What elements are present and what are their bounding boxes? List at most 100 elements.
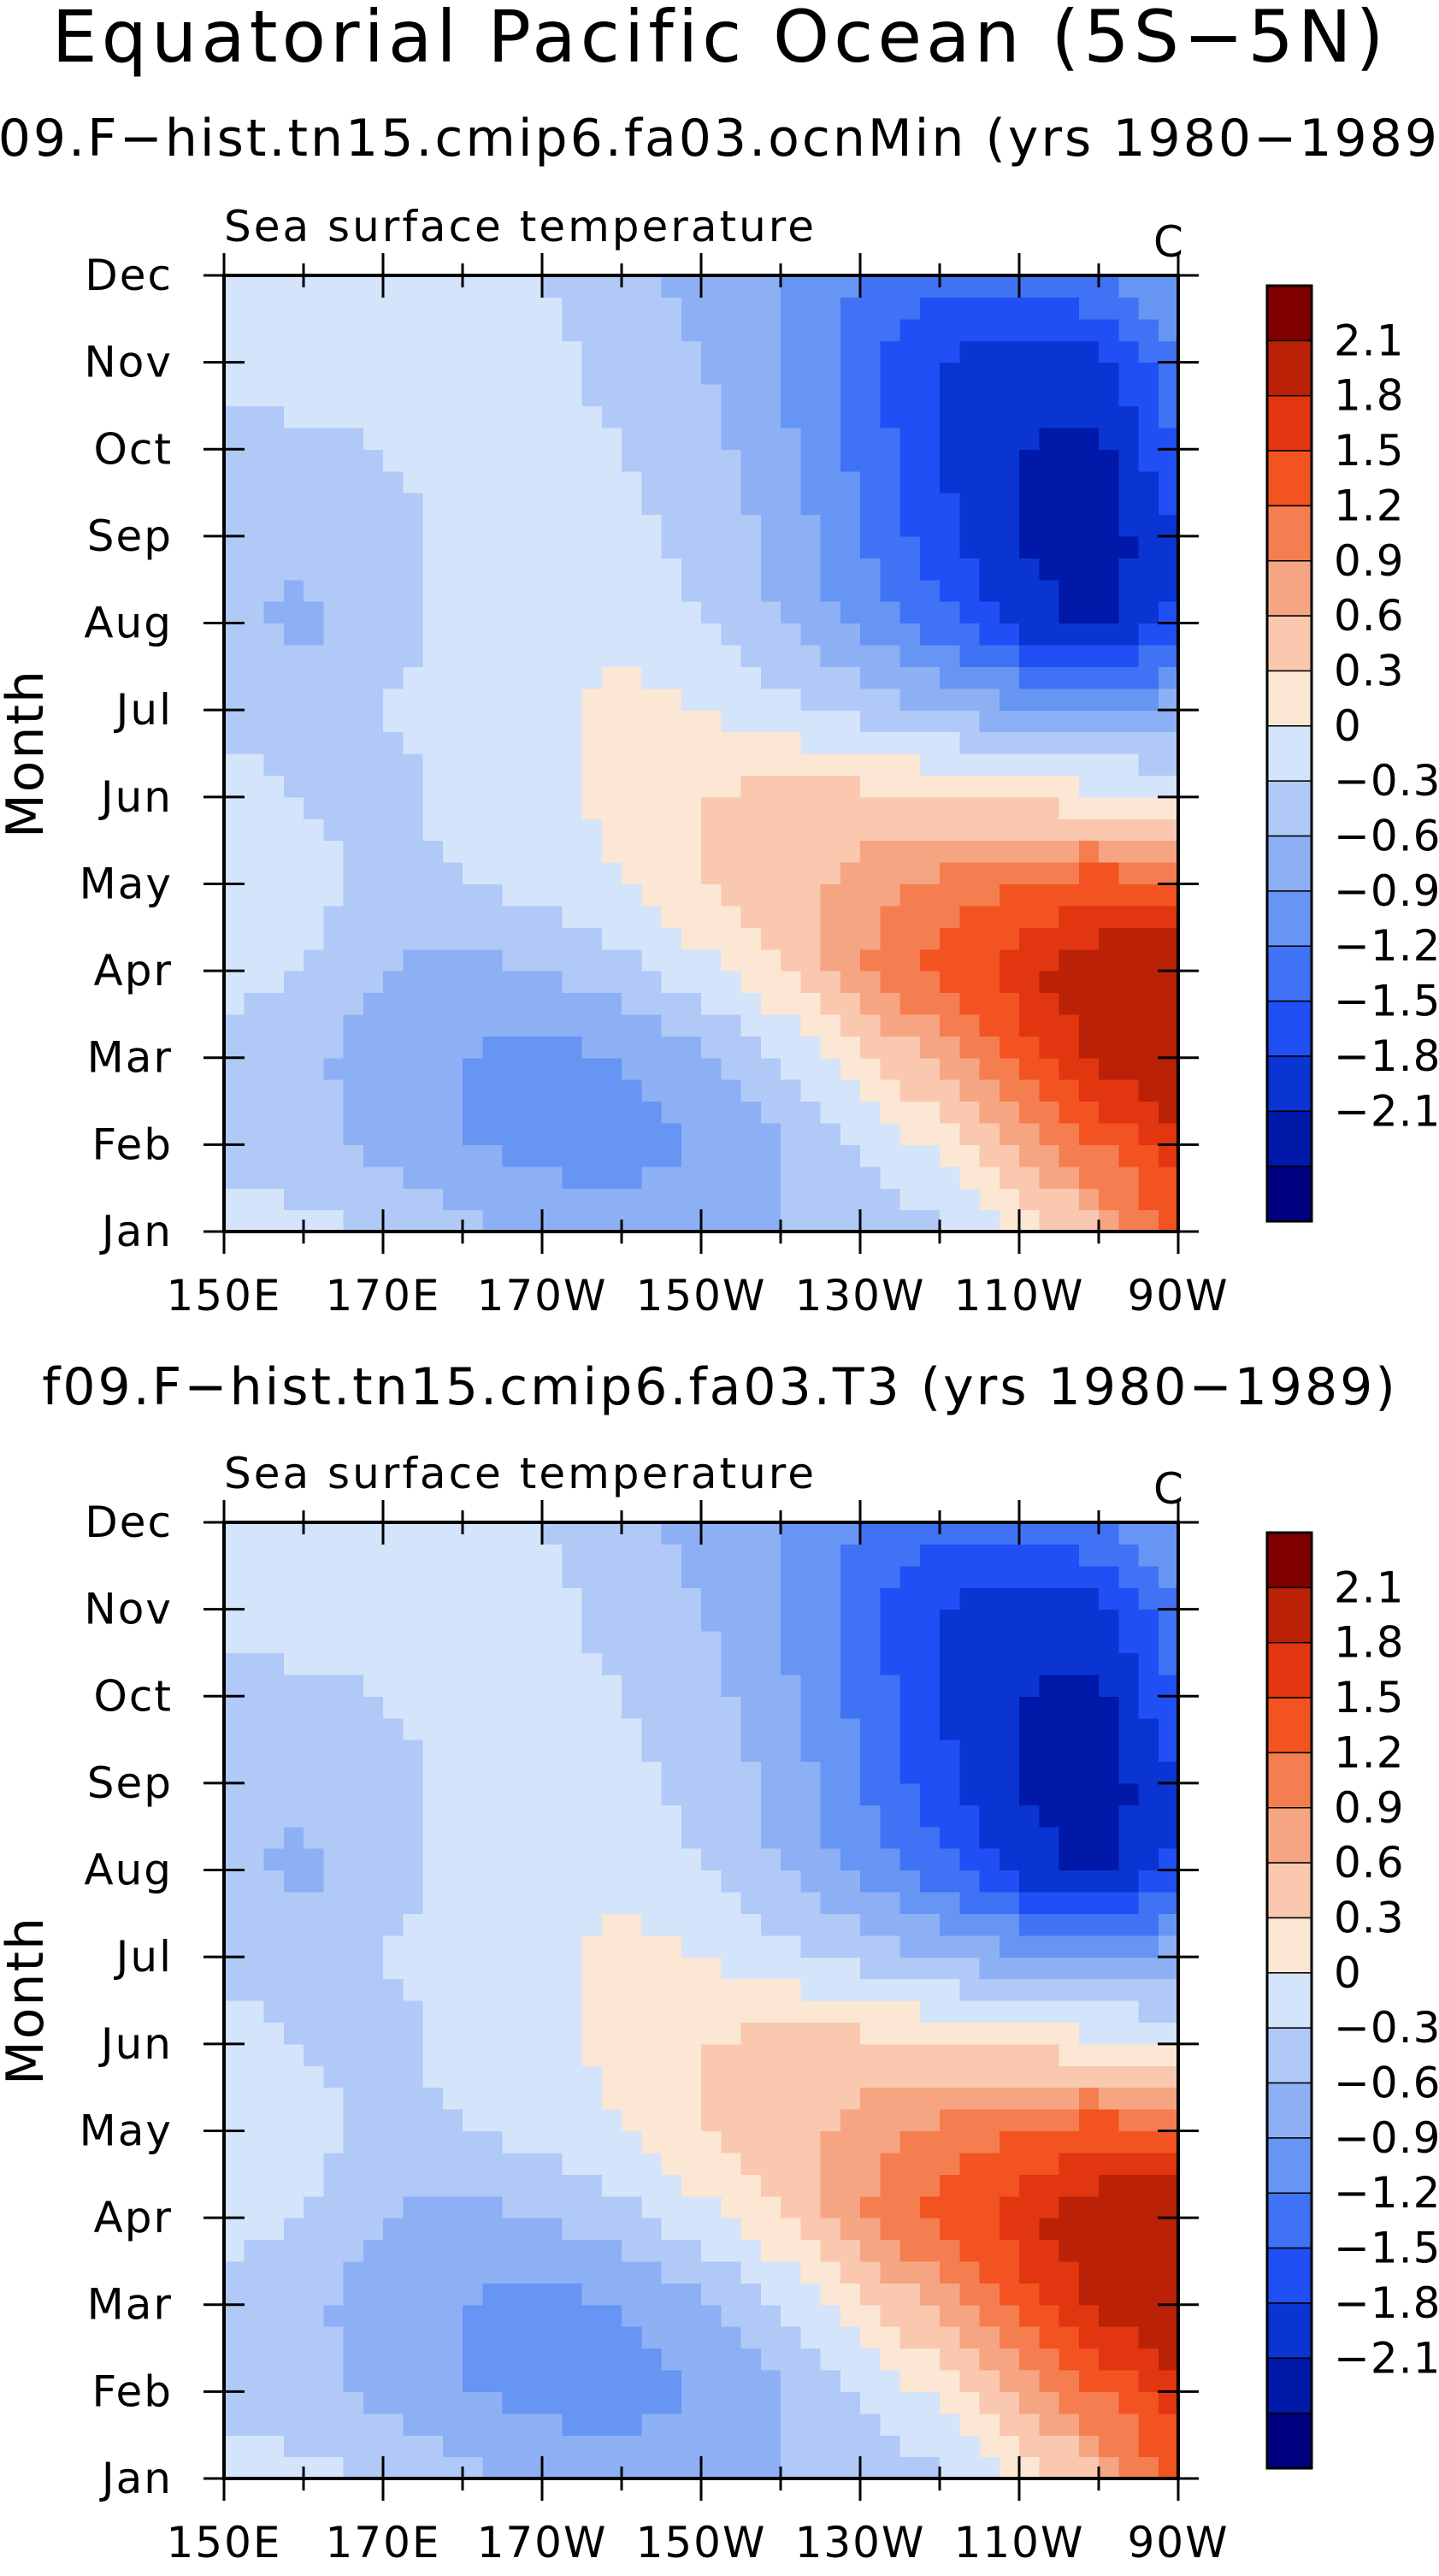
heatmap-cell xyxy=(999,1935,1020,1958)
heatmap-cell xyxy=(641,297,663,320)
heatmap-cell xyxy=(880,1805,901,1828)
heatmap-cell xyxy=(899,644,921,667)
heatmap-cell xyxy=(1138,1870,1159,1893)
heatmap-cell xyxy=(304,2391,324,2414)
heatmap-cell xyxy=(482,2218,504,2241)
heatmap-cell xyxy=(959,623,981,646)
heatmap-cell xyxy=(581,1891,603,1914)
heatmap-cell xyxy=(800,2130,822,2154)
heatmap-cell xyxy=(522,427,543,450)
heatmap-cell xyxy=(1158,384,1179,407)
heatmap-cell xyxy=(1059,493,1080,516)
heatmap-cell xyxy=(800,840,822,863)
heatmap-cell xyxy=(840,318,861,341)
heatmap-cell xyxy=(581,1870,603,1893)
heatmap-cell xyxy=(1019,818,1040,842)
heatmap-cell xyxy=(343,710,364,733)
heatmap-cell xyxy=(721,1587,742,1610)
heatmap-cell xyxy=(740,2391,762,2414)
heatmap-cell xyxy=(681,775,702,798)
heatmap-cell xyxy=(482,753,504,777)
heatmap-cell xyxy=(522,1652,543,1675)
heatmap-cell xyxy=(323,449,345,472)
heatmap-cell xyxy=(562,362,583,385)
heatmap-cell xyxy=(601,1057,622,1080)
heatmap-cell xyxy=(263,2391,285,2414)
heatmap-cell xyxy=(880,2218,901,2241)
heatmap-cell xyxy=(622,1935,642,1958)
heatmap-cell xyxy=(919,1166,941,1189)
heatmap-cell xyxy=(1078,514,1100,537)
heatmap-cell xyxy=(244,1935,265,1958)
heatmap-cell xyxy=(701,427,722,450)
heatmap-cell xyxy=(1138,601,1159,624)
heatmap-cell xyxy=(820,2456,841,2479)
heatmap-cell xyxy=(442,535,463,558)
heatmap-cell xyxy=(502,384,523,407)
heatmap-cell xyxy=(463,1013,483,1037)
heatmap-cell xyxy=(323,427,345,450)
colorbar-box xyxy=(1266,1972,1312,2029)
colorbar: 2.11.81.51.20.90.60.30−0.3−0.6−0.9−1.2−1… xyxy=(1265,1531,1439,2470)
heatmap-cell xyxy=(263,1696,285,1719)
colorbar-label: 0 xyxy=(1334,1948,1362,1998)
heatmap-cell xyxy=(820,2260,841,2284)
heatmap-cell xyxy=(244,1957,265,1980)
heatmap-cell xyxy=(422,623,444,646)
heatmap-cell xyxy=(622,796,642,819)
heatmap-cell xyxy=(919,1057,941,1080)
heatmap-cell xyxy=(1158,1717,1179,1740)
heatmap-cell xyxy=(899,1544,921,1567)
heatmap-cell xyxy=(760,905,781,928)
heatmap-cell xyxy=(959,1826,981,1849)
heatmap-cell xyxy=(1039,1696,1060,1719)
heatmap-cell xyxy=(820,1740,841,1763)
heatmap-cell xyxy=(224,2413,245,2436)
heatmap-cell xyxy=(482,2413,504,2436)
heatmap-cell xyxy=(1099,927,1119,950)
heatmap-cell xyxy=(1138,2239,1159,2262)
heatmap-cell xyxy=(1158,775,1179,798)
heatmap-cell xyxy=(1019,2239,1040,2262)
heatmap-cell xyxy=(781,905,801,928)
heatmap-cell xyxy=(422,2065,444,2089)
heatmap-cell xyxy=(641,862,663,885)
heatmap-cell xyxy=(721,731,742,754)
heatmap-cell xyxy=(820,1696,841,1719)
heatmap-cell xyxy=(1138,992,1159,1015)
heatmap-cell xyxy=(383,514,404,537)
heatmap-cell xyxy=(283,1740,304,1763)
heatmap-cell xyxy=(661,1674,682,1697)
heatmap-cell xyxy=(919,275,941,298)
heatmap-cell xyxy=(641,2152,663,2175)
heatmap-cell xyxy=(463,623,483,646)
heatmap-cell xyxy=(1099,1848,1119,1871)
heatmap-cell xyxy=(781,297,801,320)
heatmap-cell xyxy=(760,1957,781,1980)
heatmap-cell xyxy=(899,579,921,602)
units-label: C xyxy=(1153,1464,1186,1514)
heatmap-cell xyxy=(979,1782,1000,1805)
heatmap-cell xyxy=(1138,775,1159,798)
heatmap-cell xyxy=(899,2043,921,2066)
heatmap-cell xyxy=(641,2022,663,2045)
heatmap-cell xyxy=(641,558,663,581)
heatmap-cell xyxy=(383,2195,404,2219)
heatmap-cell xyxy=(681,2260,702,2284)
heatmap-cell xyxy=(562,2087,583,2110)
heatmap-cell xyxy=(979,1188,1000,1211)
heatmap-cell xyxy=(403,710,424,733)
heatmap-cell xyxy=(999,2174,1020,2197)
heatmap-cell xyxy=(979,1913,1000,1936)
heatmap-cell xyxy=(999,1209,1020,1232)
heatmap-cell xyxy=(283,1848,304,1871)
heatmap-cell xyxy=(622,493,642,516)
heatmap-cell xyxy=(422,862,444,885)
heatmap-cell xyxy=(522,2413,543,2436)
heatmap-cell xyxy=(1059,2000,1080,2024)
heatmap-cell xyxy=(919,971,941,994)
heatmap-cell xyxy=(463,818,483,842)
heatmap-cell xyxy=(304,449,324,472)
heatmap-cell xyxy=(482,2239,504,2262)
heatmap-cell xyxy=(482,905,504,928)
